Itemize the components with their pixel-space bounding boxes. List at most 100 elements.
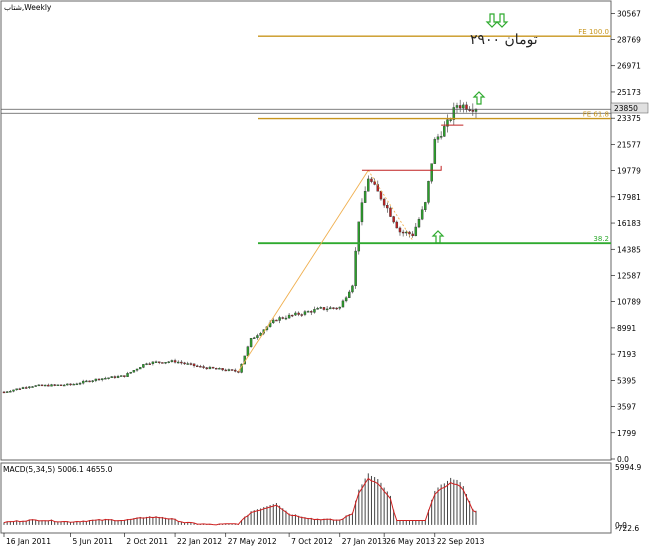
candle-body: [471, 110, 475, 112]
candle-body: [177, 361, 180, 364]
candle-body: [202, 366, 205, 368]
candle-body: [462, 104, 465, 109]
candle-body: [21, 387, 25, 389]
macd-plot-frame: [0, 462, 612, 534]
candle-body: [341, 300, 345, 308]
candle-body: [142, 364, 145, 368]
candle-body: [81, 380, 85, 384]
x-tick-label: 16 Jan 2011: [6, 537, 51, 546]
candle-body: [357, 221, 361, 252]
level-label: 38.2: [593, 235, 609, 243]
candle-body: [246, 346, 250, 357]
candle-body: [436, 136, 440, 140]
candle-body: [205, 367, 208, 370]
y-tick-label: 28769: [617, 36, 641, 45]
candle-body: [69, 383, 72, 386]
candle-body: [224, 369, 227, 372]
symbol-label: شتاب,Weekly: [4, 3, 52, 12]
candle-body: [145, 363, 148, 365]
candle-body: [424, 202, 427, 210]
candle-body: [351, 285, 354, 293]
candle-body: [199, 366, 202, 368]
candle-body: [297, 312, 300, 315]
arrow-up-icon: [472, 91, 486, 105]
candle-body: [161, 362, 164, 364]
macd-tick-label: 0.0: [615, 521, 627, 530]
current-price-label: 23850: [614, 104, 638, 113]
y-tick-label: 23375: [617, 114, 641, 123]
candle-body: [15, 388, 18, 391]
candle-body: [439, 136, 443, 138]
candle-body: [75, 383, 79, 386]
y-tick-label: 25173: [617, 88, 641, 97]
candle-body: [300, 314, 303, 316]
candle-body: [132, 370, 136, 373]
macd-histogram: 5994.9 0.0-722.6: [3, 463, 641, 533]
candle-body: [24, 387, 28, 389]
candle-body: [433, 139, 437, 164]
macd-signal-line: [3, 477, 477, 526]
candle-body: [85, 380, 88, 383]
macd-tick-label: -722.6: [615, 524, 639, 533]
candle-body: [325, 308, 329, 311]
candle-body: [259, 333, 262, 336]
candle-body: [253, 337, 256, 339]
candle-body: [370, 178, 373, 182]
candle-body: [367, 178, 370, 192]
candle-body: [148, 363, 151, 365]
candle-body: [458, 105, 462, 109]
candle-body: [284, 317, 288, 320]
candle-body: [2, 391, 6, 394]
candle-body: [91, 380, 94, 382]
candle-body: [28, 386, 31, 388]
candle-body: [338, 306, 342, 309]
candle-body: [157, 361, 161, 363]
x-tick-label: 7 Oct 2012: [291, 537, 333, 546]
fib-line: [367, 170, 414, 241]
x-tick-label: 27 May 2012: [228, 537, 277, 546]
candle-body: [154, 361, 158, 363]
candle-body: [382, 198, 386, 206]
candle-body: [173, 360, 177, 363]
macd-label: MACD(5,34,5) 5006.1 4655.0: [3, 465, 113, 474]
candle-body: [389, 207, 392, 217]
y-tick-label: 21577: [617, 140, 641, 149]
candle-body: [427, 180, 430, 203]
candle-body: [50, 384, 53, 387]
annotation-text: تومان ۲۹۰۰: [470, 32, 538, 48]
candle-body: [129, 371, 132, 374]
candle-body: [401, 231, 405, 234]
candle-body: [47, 384, 50, 387]
candle-body: [449, 119, 452, 121]
candle-body: [151, 361, 155, 364]
candle-body: [446, 119, 449, 127]
candle-body: [287, 314, 291, 319]
candle-body: [218, 368, 221, 370]
y-tick-label: 16183: [617, 219, 641, 228]
x-tick-label: 22 Jan 2012: [177, 537, 222, 546]
candle-body: [398, 227, 402, 233]
candle-body: [104, 377, 107, 380]
y-axis: 30567 28769 26971 25173 23375 21577 19779 17981…: [611, 9, 641, 464]
candle-body: [186, 363, 189, 365]
candle-body: [230, 369, 234, 371]
candle-body: [138, 367, 142, 370]
candle-body: [414, 226, 418, 237]
candle-body: [78, 382, 82, 385]
y-tick-label: 19779: [617, 167, 641, 176]
candle-body: [40, 384, 44, 387]
candle-body: [31, 386, 34, 388]
candle-body: [411, 233, 414, 237]
y-tick-label: 30567: [617, 9, 641, 18]
candle-body: [316, 307, 319, 310]
candle-body: [56, 384, 60, 387]
candle-body: [192, 363, 196, 367]
box-line: [361, 165, 442, 171]
candle-body: [443, 126, 446, 137]
candle-body: [9, 390, 12, 393]
candle-body: [310, 311, 313, 313]
candle-body: [354, 250, 357, 287]
candle-body: [208, 366, 212, 370]
y-tick-label: 1799: [617, 429, 636, 438]
candle-body: [275, 319, 278, 322]
